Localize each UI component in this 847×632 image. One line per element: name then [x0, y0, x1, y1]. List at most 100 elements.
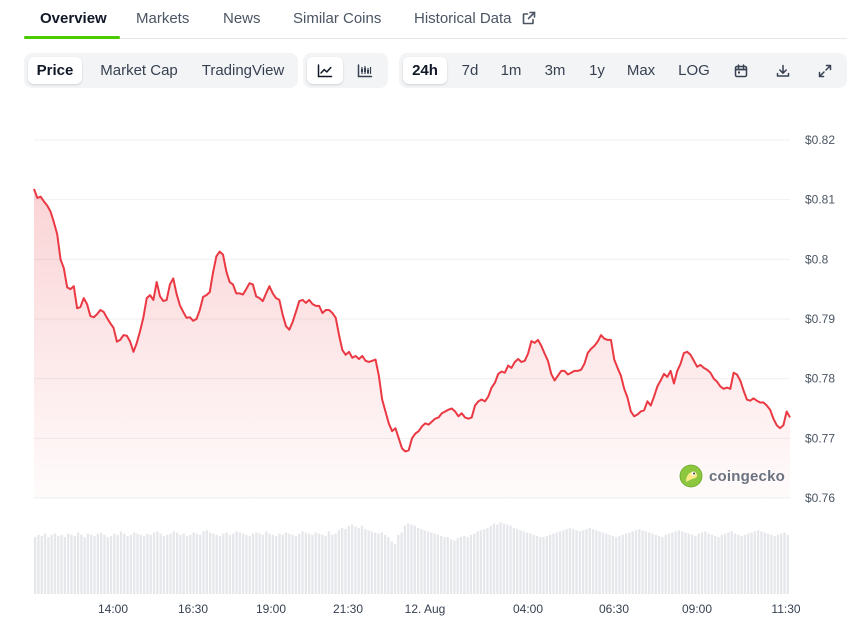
volume-bar: [218, 535, 222, 594]
range-1y-button[interactable]: 1y: [589, 62, 605, 79]
volume-bar: [139, 534, 142, 594]
volume-bar: [690, 534, 694, 594]
volume-bar: [727, 532, 730, 594]
volume-bar: [512, 527, 515, 594]
volume-bar: [651, 533, 654, 594]
range-3m-button[interactable]: 3m: [544, 62, 566, 79]
volume-bar: [311, 534, 314, 594]
calendar-button[interactable]: [725, 57, 757, 84]
volume-bar: [93, 535, 96, 594]
y-tick-label: $0.78: [805, 372, 835, 386]
volume-bar: [195, 533, 199, 594]
volume-bar: [552, 533, 555, 594]
volume-bar: [215, 534, 218, 594]
volume-bar: [136, 533, 139, 594]
volume-bar: [222, 533, 225, 594]
volume-bar: [423, 530, 426, 594]
volume-bar: [773, 535, 776, 594]
volume-bar: [350, 524, 354, 594]
volume-bar: [568, 527, 572, 594]
volume-bar: [288, 533, 291, 594]
y-tick-label: $0.79: [805, 312, 835, 326]
volume-bar: [700, 532, 704, 594]
volume-bar: [605, 533, 608, 594]
range-max-button[interactable]: Max: [626, 62, 656, 79]
volume-bar: [380, 532, 383, 594]
watermark-text: coingecko: [709, 467, 785, 485]
volume-bar: [172, 531, 175, 594]
candlestick-chart-button[interactable]: [347, 57, 383, 84]
volume-bar: [175, 532, 179, 594]
volume-bar: [671, 532, 674, 594]
chart-metric-toggle: Price Market Cap TradingView: [24, 53, 298, 88]
volume-bar: [199, 534, 202, 594]
volume-bar: [37, 534, 40, 594]
volume-bar: [515, 529, 519, 594]
volume-bar: [63, 537, 67, 594]
tab-historical-data[interactable]: Historical Data: [414, 10, 536, 27]
volume-bar: [786, 534, 789, 594]
volume-bar: [697, 533, 700, 594]
download-button[interactable]: [767, 57, 799, 84]
volume-bar: [545, 535, 548, 594]
volume-bar: [433, 533, 436, 594]
volume-bar: [469, 534, 473, 594]
volume-bar: [73, 535, 76, 594]
volume-bar: [657, 535, 661, 594]
volume-bar: [430, 532, 433, 594]
line-chart-button[interactable]: [307, 57, 343, 84]
volume-bar: [479, 530, 482, 594]
volume-bar: [133, 532, 136, 594]
tab-markets[interactable]: Markets: [136, 10, 190, 27]
volume-bar: [770, 534, 773, 594]
volume-bar: [565, 529, 568, 594]
volume-bar: [251, 533, 255, 594]
volume-bar: [496, 524, 499, 594]
volume-bar: [558, 531, 562, 594]
volume-bar: [681, 531, 684, 594]
volume-bar: [667, 533, 671, 594]
volume-bar: [476, 531, 479, 594]
fullscreen-button[interactable]: [809, 57, 841, 84]
volume-bar: [149, 534, 152, 594]
range-7d-button[interactable]: 7d: [461, 62, 479, 79]
volume-bar: [549, 534, 552, 594]
calendar-icon: [734, 64, 748, 78]
volume-bar: [575, 530, 578, 594]
volume-bar: [43, 533, 47, 594]
volume-bar: [482, 529, 486, 594]
volume-bar: [360, 525, 364, 594]
tab-similar-coins[interactable]: Similar Coins: [293, 10, 382, 27]
volume-bar: [370, 531, 374, 594]
log-scale-button[interactable]: LOG: [678, 62, 710, 79]
tab-news[interactable]: News: [223, 10, 261, 27]
x-tick-label: 06:30: [599, 602, 629, 616]
candlestick-icon: [357, 64, 373, 78]
volume-bar: [486, 527, 489, 594]
volume-bar: [53, 533, 57, 594]
volume-bar: [109, 535, 113, 594]
tab-historical-data-label: Historical Data: [414, 10, 512, 27]
market-cap-button[interactable]: Market Cap: [100, 62, 178, 79]
volume-bar: [265, 531, 268, 594]
volume-bar: [760, 531, 763, 594]
price-button[interactable]: Price: [28, 57, 82, 84]
range-1m-button[interactable]: 1m: [500, 62, 522, 79]
volume-bar: [47, 537, 50, 594]
volume-bar: [185, 535, 189, 594]
volume-bar: [119, 531, 123, 594]
tab-overview[interactable]: Overview: [40, 10, 107, 27]
volume-bar: [463, 535, 466, 594]
volume-bar: [710, 534, 714, 594]
tradingview-button[interactable]: TradingView: [201, 62, 285, 79]
volume-bar: [502, 523, 506, 594]
volume-bar: [677, 530, 681, 594]
volume-bar: [407, 523, 410, 594]
y-tick-label: $0.81: [805, 193, 835, 207]
range-24h-button[interactable]: 24h: [403, 57, 447, 84]
volume-bar: [317, 533, 321, 594]
volume-bar: [103, 534, 106, 594]
y-tick-label: $0.8: [805, 252, 829, 266]
volume-bar: [628, 532, 631, 594]
